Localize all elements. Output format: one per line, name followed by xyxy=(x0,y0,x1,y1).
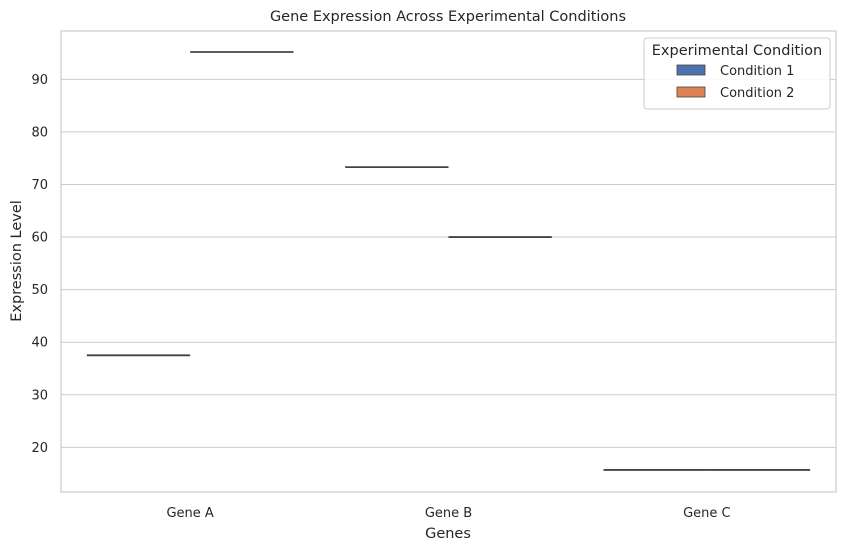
y-tick-label: 40 xyxy=(31,336,48,351)
y-tick-label: 60 xyxy=(31,231,48,246)
x-tick-label: Gene B xyxy=(425,506,472,521)
legend-entry: Condition 2 xyxy=(720,86,794,101)
legend-swatch xyxy=(676,64,706,76)
legend: Experimental Condition Condition 1 Conditi… xyxy=(643,37,831,110)
plot-marks xyxy=(86,51,811,471)
x-tick-label: Gene A xyxy=(166,506,213,521)
y-tick-label: 30 xyxy=(31,388,48,403)
plot-frame xyxy=(60,30,837,493)
legend-title: Experimental Condition xyxy=(652,43,823,59)
y-tick-label: 90 xyxy=(31,73,48,88)
x-axis-label: Genes xyxy=(425,526,471,542)
x-tick-label: Gene C xyxy=(683,506,731,521)
x-tick-labels: Gene A Gene B Gene C xyxy=(166,506,730,521)
legend-swatch xyxy=(676,86,706,98)
grid-lines xyxy=(61,78,836,448)
y-tick-label: 70 xyxy=(31,178,48,193)
y-tick-label: 20 xyxy=(31,441,48,456)
chart-title: Gene Expression Across Experimental Cond… xyxy=(270,9,626,25)
y-tick-labels: 20 30 40 50 60 70 80 90 xyxy=(31,73,48,456)
y-tick-label: 80 xyxy=(31,125,48,140)
legend-entry: Condition 1 xyxy=(720,64,794,79)
y-tick-label: 50 xyxy=(31,283,48,298)
y-axis-label: Expression Level xyxy=(9,200,25,322)
